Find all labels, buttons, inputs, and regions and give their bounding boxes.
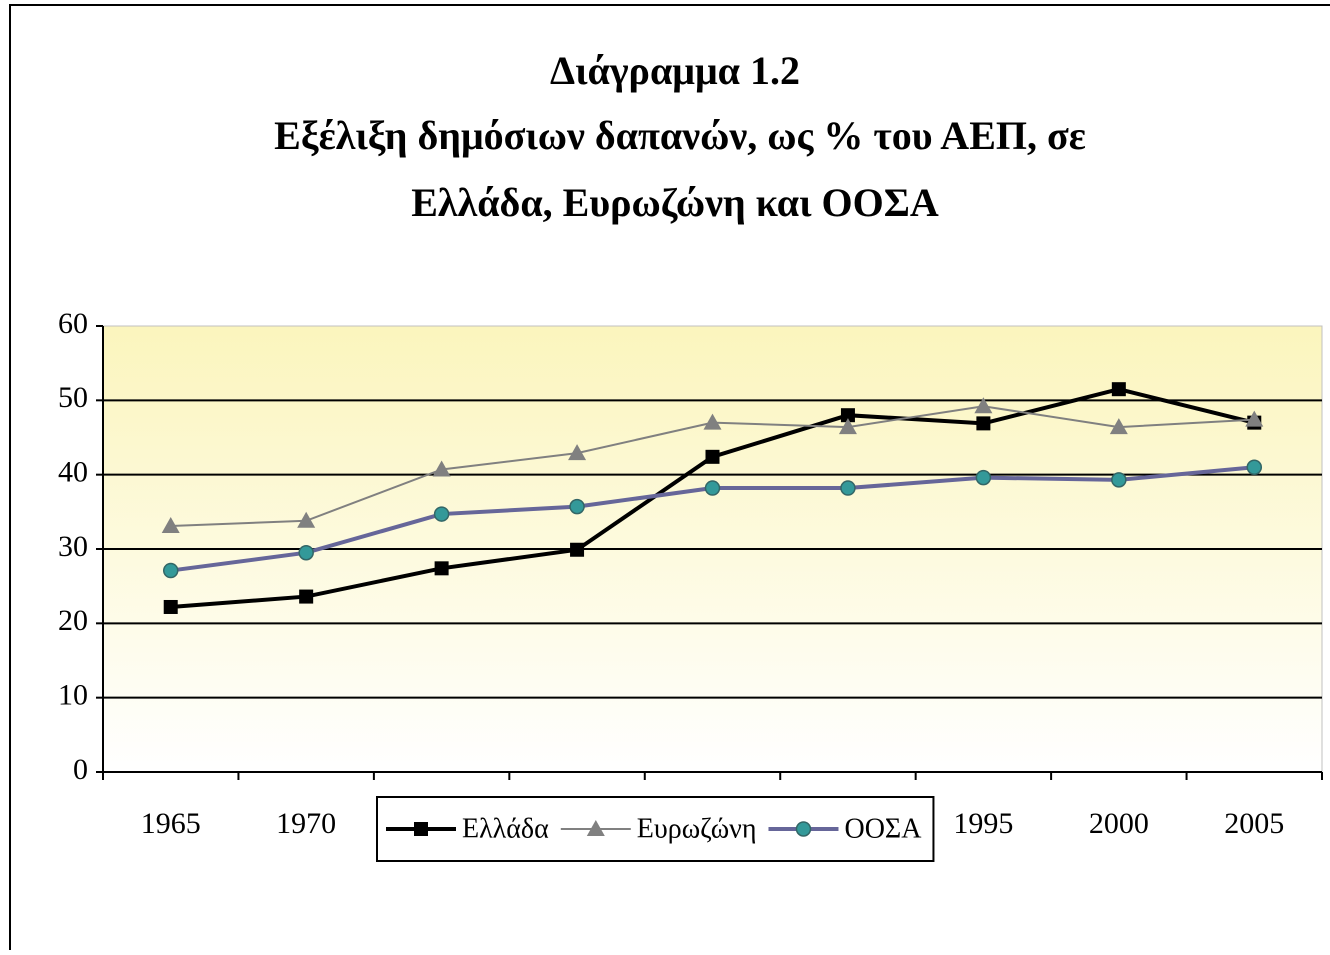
data-point (1245, 410, 1264, 427)
legend-label: ΟΟΣΑ (844, 813, 922, 844)
data-point (1246, 459, 1263, 475)
x-tick-label: 1995 (953, 807, 1013, 840)
data-point (840, 408, 855, 423)
data-point (434, 561, 449, 576)
y-tick-label: 10 (58, 679, 88, 712)
x-tick-label: 2000 (1089, 807, 1149, 840)
data-point (161, 516, 180, 533)
data-point (162, 562, 179, 579)
legend-marker (586, 820, 605, 836)
data-point (838, 418, 857, 435)
y-tick-label: 50 (58, 381, 88, 414)
data-point (840, 480, 856, 496)
data-point (569, 498, 585, 515)
data-point (974, 397, 993, 414)
legend-marker (795, 821, 812, 837)
x-tick-label: 1970 (276, 807, 336, 840)
chart-title: Ελλάδα, Ευρωζώνη και ΟΟΣΑ (411, 180, 939, 225)
data-point (432, 460, 451, 477)
legend-label: Ελλάδα (462, 813, 549, 844)
data-point (976, 416, 991, 431)
legend-box (376, 796, 935, 862)
data-point (1109, 418, 1128, 435)
legend-marker (414, 822, 428, 836)
data-point (568, 444, 587, 461)
legend: Ελλάδα Ευρωζώνη ΟΟΣΑ (376, 796, 935, 862)
data-point (1111, 472, 1127, 488)
y-tick-label: 0 (73, 753, 88, 786)
chart-title: Διάγραμμα 1.2 (550, 48, 800, 93)
data-point (570, 542, 585, 557)
data-point (433, 506, 450, 522)
data-point (299, 589, 314, 604)
y-tick-label: 60 (58, 307, 88, 340)
x-tick-label: 1965 (141, 807, 201, 840)
chart-title: Εξέλιξη δημόσιων δαπανών, ως % του ΑΕΠ, … (274, 113, 1086, 158)
legend-label: Ευρωζώνη (637, 813, 757, 844)
y-tick-label: 30 (58, 530, 88, 563)
x-tick-label: 2005 (1224, 807, 1284, 840)
data-point (705, 449, 720, 464)
data-point (1111, 382, 1126, 397)
data-point (297, 511, 316, 528)
y-tick-label: 40 (58, 456, 88, 489)
data-point (163, 599, 178, 614)
data-point (975, 469, 992, 486)
data-point (704, 480, 721, 496)
y-tick-label: 20 (58, 604, 88, 637)
data-point (703, 413, 722, 430)
data-point (298, 544, 314, 561)
